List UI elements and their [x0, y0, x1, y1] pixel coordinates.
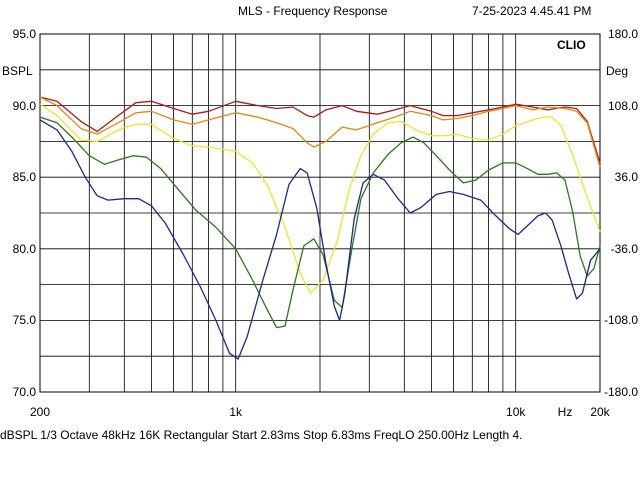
timestamp: 7-25-2023 4.45.41 PM	[472, 4, 592, 18]
y-tick-label: 85.0	[12, 170, 36, 185]
x-tick-label: 20k	[590, 405, 610, 419]
response-curve-3	[39, 103, 601, 294]
response-curve-5	[39, 119, 601, 360]
y-tick-label: 95.0	[12, 27, 36, 41]
y-tick-label: 70.0	[12, 385, 36, 399]
y2-tick-label: 180.0	[607, 27, 638, 41]
y2-axis-label: Deg	[606, 64, 629, 78]
y2-tick-label: 36.0	[614, 170, 638, 185]
y2-tick-label: -180.0	[603, 385, 638, 399]
response-curve-1	[39, 96, 601, 164]
y2-tick-label: -36.0	[610, 241, 638, 256]
y-tick-label: 75.0	[12, 313, 36, 328]
status-bar: dBSPL 1/3 Octave 48kHz 16K Rectangular S…	[0, 428, 523, 442]
response-curve-4	[39, 116, 601, 329]
chart-title: MLS - Frequency Response	[238, 4, 388, 18]
response-curve-2	[39, 96, 601, 168]
x-tick-label: 1k	[229, 405, 243, 419]
clio-label: CLIO	[557, 38, 586, 52]
y2-tick-label: 108.0	[607, 98, 638, 113]
y-tick-label: 80.0	[12, 241, 36, 256]
x-tick-label: 10k	[506, 405, 526, 419]
y-tick-label: 90.0	[12, 98, 36, 113]
y-gridlines	[40, 69, 600, 357]
x-tick-label: Hz	[557, 405, 573, 419]
x-tick-label: 200	[29, 405, 51, 419]
y-axis-label: BSPL	[2, 64, 33, 78]
response-curves	[39, 96, 601, 360]
y2-tick-label: -108.0	[603, 313, 638, 328]
